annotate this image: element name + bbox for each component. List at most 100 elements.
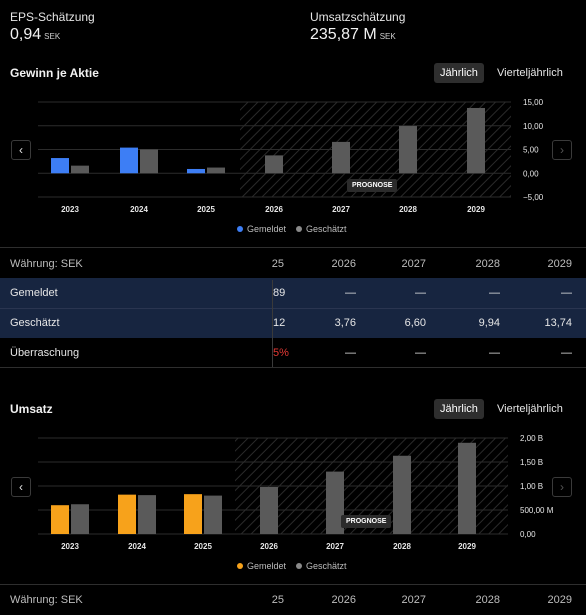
reported-bar xyxy=(120,147,138,174)
eps-toggle-annual[interactable]: Jährlich xyxy=(434,63,484,83)
legend-estimated-label: Geschätzt xyxy=(306,224,347,234)
chevron-right-icon: › xyxy=(560,143,564,157)
estimated-bar xyxy=(265,155,283,174)
revenue-toggle-annual[interactable]: Jährlich xyxy=(434,399,484,419)
revenue-toggle-quarterly[interactable]: Vierteljährlich xyxy=(497,403,563,415)
x-tick-label: 2024 xyxy=(128,542,146,551)
revenue-chart: 2,00 B 1,50 B 1,00 B 500,00 M 0,00 2023 2024 20… xyxy=(38,434,554,551)
estimated-bar xyxy=(326,471,344,534)
revenue-chart-next-button[interactable]: › xyxy=(552,477,572,497)
divider xyxy=(0,367,586,368)
y-tick-label: 500,00 M xyxy=(520,506,554,515)
table-row: Überraschung 5% — — — — xyxy=(0,338,586,368)
table-header-cell: 2028 xyxy=(475,594,500,606)
y-tick-label: 0,00 xyxy=(520,530,536,539)
estimated-bar xyxy=(71,504,89,534)
legend-estimated-label: Geschätzt xyxy=(306,561,347,571)
table-header-cell: 2026 xyxy=(331,258,356,270)
eps-currency-label: Währung: SEK xyxy=(10,258,83,270)
eps-estimate-number: 0,94 xyxy=(10,26,42,43)
x-tick-label: 2026 xyxy=(260,542,278,551)
table-row: Geschätzt 12 3,76 6,60 9,94 13,74 xyxy=(0,308,586,338)
revenue-estimate-value: 235,87 M SEK xyxy=(310,26,396,44)
table-cell: 12 xyxy=(273,317,286,329)
revenue-table-header: Währung: SEK 25 2026 2027 2028 2029 xyxy=(0,585,586,615)
y-tick-label: 2,00 B xyxy=(520,434,543,443)
x-tick-label: 2028 xyxy=(399,205,417,214)
y-tick-label: 10,00 xyxy=(523,122,544,131)
y-tick-label: 0,00 xyxy=(523,169,539,178)
eps-chart-prev-button[interactable]: ‹ xyxy=(11,140,31,160)
legend-dot-estimated xyxy=(296,226,303,232)
legend-reported-label: Gemeldet xyxy=(247,561,287,571)
chevron-left-icon: ‹ xyxy=(19,143,23,157)
revenue-currency-label: Währung: SEK xyxy=(10,594,83,606)
legend-dot-reported xyxy=(237,226,243,232)
reported-bar xyxy=(187,168,205,174)
eps-table-header: Währung: SEK 25 2026 2027 2028 2029 xyxy=(0,249,586,279)
table-cell: 13,74 xyxy=(544,317,572,329)
y-tick-label: 1,00 B xyxy=(520,482,543,491)
x-tick-label: 2025 xyxy=(197,205,215,214)
legend-reported-label: Gemeldet xyxy=(247,224,287,234)
x-tick-label: 2029 xyxy=(467,205,485,214)
legend-dot-reported xyxy=(237,563,243,569)
eps-legend: Gemeldet Geschätzt xyxy=(237,224,347,234)
eps-toggle-quarterly[interactable]: Vierteljährlich xyxy=(497,67,563,79)
reported-bar xyxy=(51,158,69,174)
table-cell: 6,60 xyxy=(404,317,426,329)
revenue-section-title: Umsatz xyxy=(10,402,53,416)
x-tick-label: 2023 xyxy=(61,542,79,551)
legend-dot-estimated xyxy=(296,563,303,569)
table-header-cell: 2029 xyxy=(547,594,572,606)
table-header-cell: 2028 xyxy=(475,258,500,270)
table-cell: — xyxy=(415,287,426,299)
surprise-cell: 5% xyxy=(273,347,289,359)
estimated-bar xyxy=(204,495,222,534)
table-cell: 3,76 xyxy=(334,317,356,329)
table-header-cell: 25 xyxy=(271,594,284,606)
estimated-bar xyxy=(207,167,225,174)
table-cell: — xyxy=(489,347,500,359)
x-tick-label: 2027 xyxy=(332,205,350,214)
estimated-bar xyxy=(458,442,476,534)
x-tick-label: 2023 xyxy=(61,205,79,214)
chevron-right-icon: › xyxy=(560,480,564,494)
eps-prognose-badge: PROGNOSE xyxy=(347,179,398,192)
estimated-bar xyxy=(467,107,485,174)
y-tick-label: 5,00 xyxy=(523,146,539,155)
table-header-cell: 2029 xyxy=(547,258,572,270)
revenue-estimate-unit: SEK xyxy=(379,32,396,41)
revenue-estimate-label: Umsatzschätzung xyxy=(310,10,406,24)
table-cell: — xyxy=(415,347,426,359)
revenue-prognose-badge: PROGNOSE xyxy=(341,515,392,528)
table-cell: — xyxy=(345,347,356,359)
eps-estimate-label: EPS-Schätzung xyxy=(10,10,95,24)
estimated-bar xyxy=(332,141,350,174)
table-header-cell: 25 xyxy=(271,258,284,270)
table-cell: — xyxy=(561,287,572,299)
reported-bar xyxy=(118,494,136,534)
eps-estimate-unit: SEK xyxy=(44,32,61,41)
reported-bar xyxy=(51,505,69,534)
estimated-bar xyxy=(138,495,156,534)
eps-chart-next-button[interactable]: › xyxy=(552,140,572,160)
table-header-cell: 2027 xyxy=(401,594,426,606)
x-tick-label: 2024 xyxy=(130,205,148,214)
revenue-chart-prev-button[interactable]: ‹ xyxy=(11,477,31,497)
table-scroll-edge xyxy=(272,280,273,367)
revenue-legend: Gemeldet Geschätzt xyxy=(237,561,347,571)
row-label: Gemeldet xyxy=(10,287,58,299)
x-tick-label: 2029 xyxy=(458,542,476,551)
estimated-bar xyxy=(399,126,417,174)
divider xyxy=(0,308,586,309)
row-label: Überraschung xyxy=(10,347,80,359)
y-tick-label: 15,00 xyxy=(523,98,544,107)
x-tick-label: 2028 xyxy=(393,542,411,551)
estimated-bar xyxy=(140,149,158,174)
divider xyxy=(0,247,586,248)
table-cell: 9,94 xyxy=(478,317,500,329)
estimated-bar xyxy=(260,486,278,534)
table-header-cell: 2027 xyxy=(401,258,426,270)
